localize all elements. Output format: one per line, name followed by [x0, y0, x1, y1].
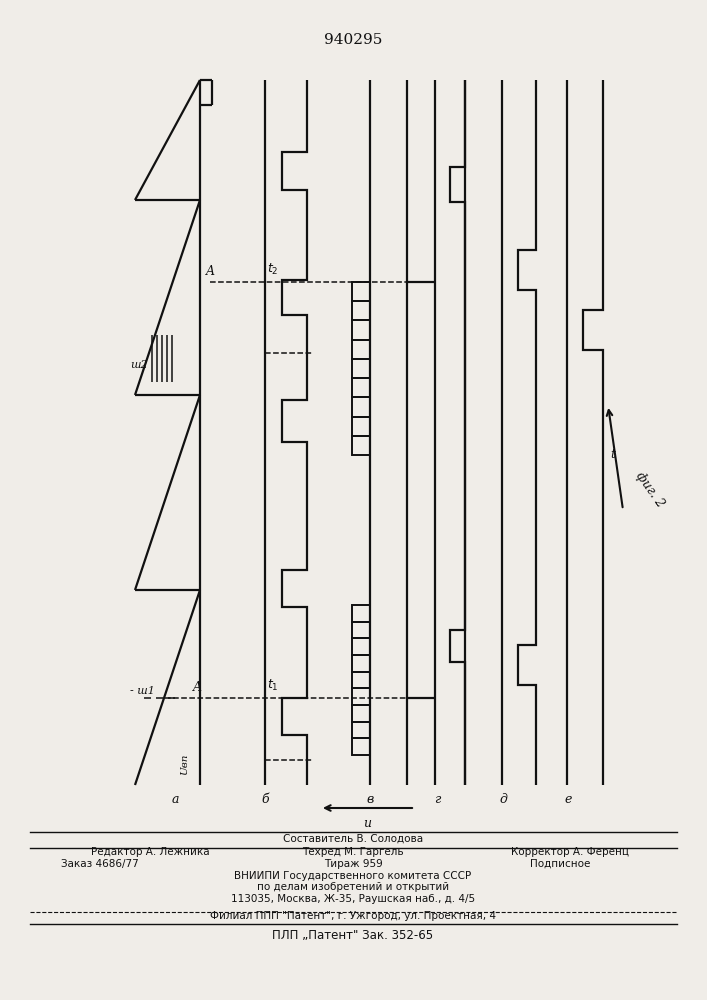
Text: ш2: ш2 — [130, 360, 148, 370]
Text: в: в — [366, 793, 373, 806]
Text: по делам изобретений и открытий: по делам изобретений и открытий — [257, 882, 449, 892]
Text: ВНИИПИ Государственного комитета СССР: ВНИИПИ Государственного комитета СССР — [235, 871, 472, 881]
Text: а: а — [171, 793, 179, 806]
Text: Составитель В. Солодова: Составитель В. Солодова — [283, 834, 423, 844]
Text: Uвп: Uвп — [180, 754, 189, 775]
Text: ПЛП „Патент" Зак. 352-65: ПЛП „Патент" Зак. 352-65 — [272, 930, 433, 942]
Text: A: A — [193, 681, 202, 694]
Text: Филиал ППП "Патент", г. Ужгород, ул. Проектная, 4: Филиал ППП "Патент", г. Ужгород, ул. Про… — [210, 911, 496, 921]
Text: б: б — [261, 793, 269, 806]
Text: 113035, Москва, Ж-35, Раушская наб., д. 4/5: 113035, Москва, Ж-35, Раушская наб., д. … — [231, 894, 475, 904]
Text: A: A — [206, 265, 215, 278]
Text: Техред М. Гаргель: Техред М. Гаргель — [302, 847, 404, 857]
Text: 940295: 940295 — [324, 33, 382, 47]
Text: - ш1: - ш1 — [130, 686, 155, 696]
Text: д: д — [499, 793, 507, 806]
Text: Подписное: Подписное — [530, 859, 590, 869]
Text: t: t — [611, 448, 616, 462]
Text: фиг. 2: фиг. 2 — [633, 470, 667, 510]
Text: Редактор А. Лежника: Редактор А. Лежника — [90, 847, 209, 857]
Text: u: u — [363, 817, 371, 830]
Text: Корректор А. Ференц: Корректор А. Ференц — [511, 847, 629, 857]
Text: Заказ 4686/77: Заказ 4686/77 — [61, 859, 139, 869]
Text: е: е — [564, 793, 572, 806]
Text: $t_2$: $t_2$ — [267, 262, 279, 277]
Text: $t_1$: $t_1$ — [267, 678, 279, 693]
Text: Тираж 959: Тираж 959 — [324, 859, 382, 869]
Text: г: г — [434, 793, 440, 806]
